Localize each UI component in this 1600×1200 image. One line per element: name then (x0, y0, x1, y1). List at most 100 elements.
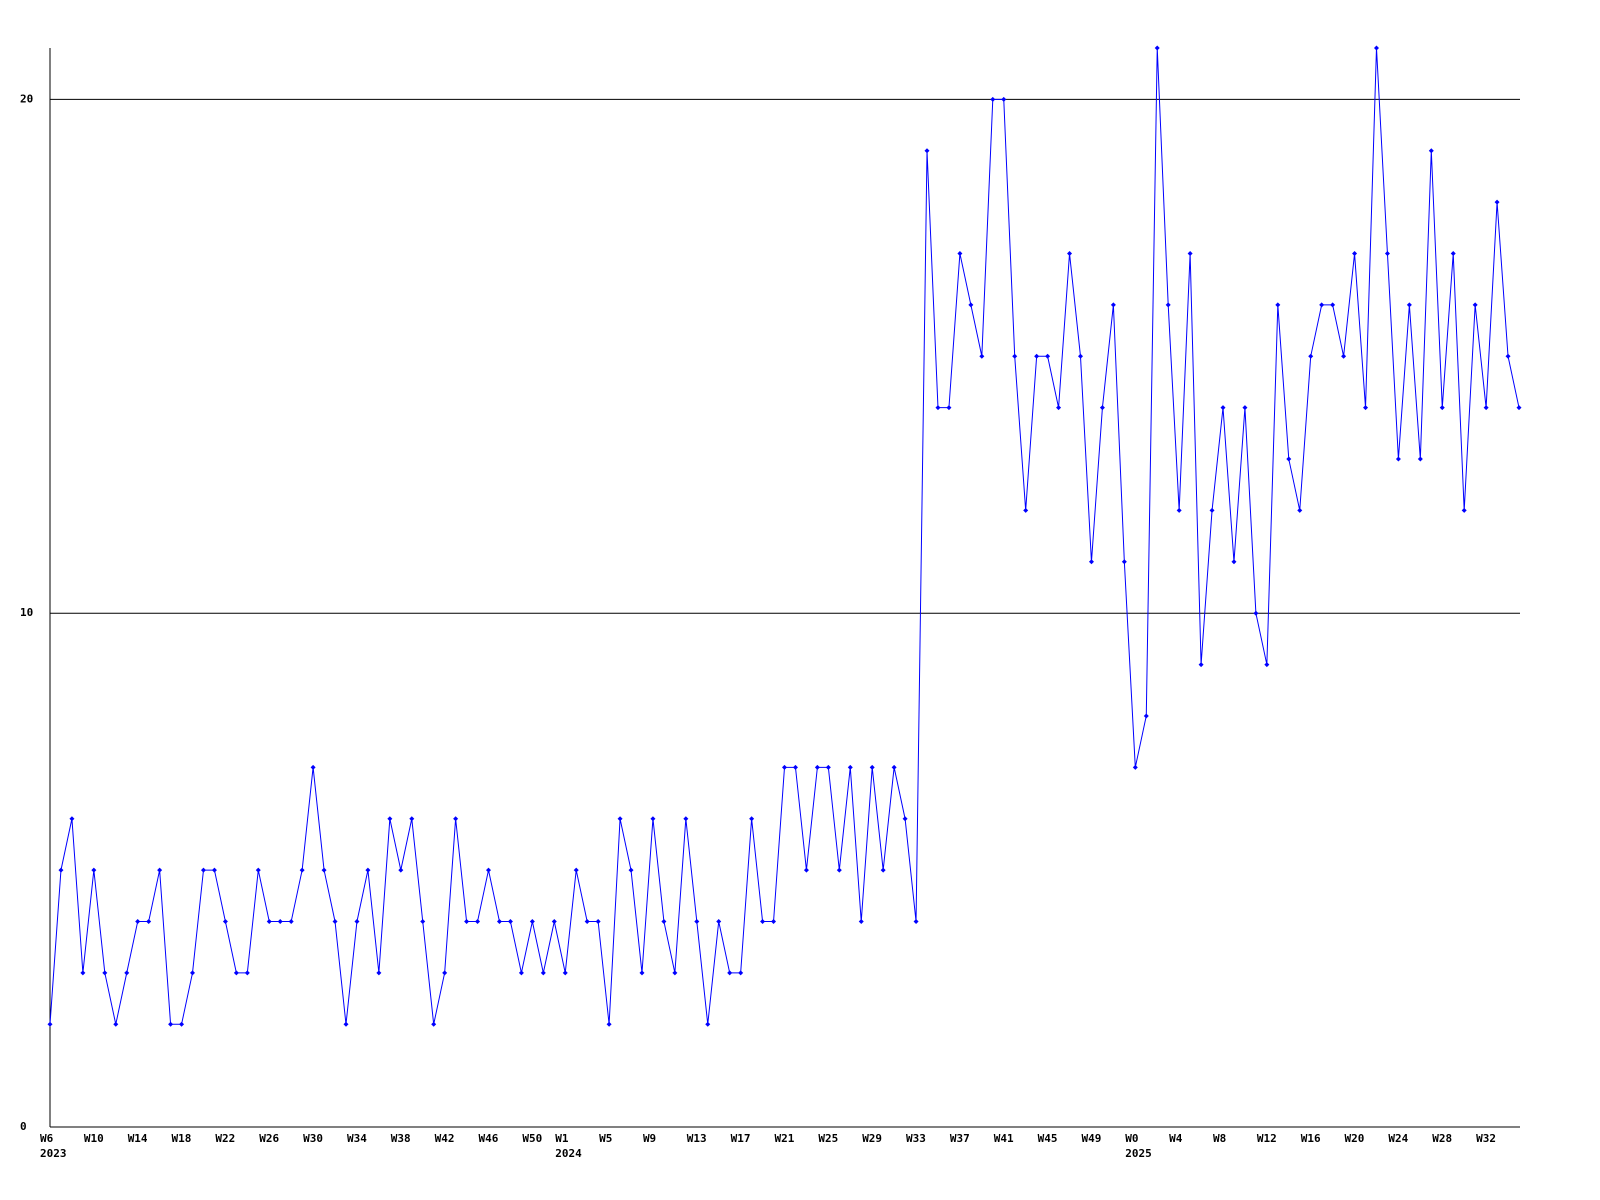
data-point (1352, 251, 1358, 257)
data-point (771, 918, 777, 924)
x-tick-label: W49 (1081, 1132, 1101, 1145)
data-point (639, 970, 645, 976)
x-tick-label: W50 (522, 1132, 542, 1145)
data-point (1406, 302, 1412, 308)
data-point (1439, 405, 1445, 411)
x-tick-label: W37 (950, 1132, 970, 1145)
data-point (211, 867, 217, 873)
data-point (420, 918, 426, 924)
x-tick-label: W26 (259, 1132, 279, 1145)
data-point (935, 405, 941, 411)
data-point (1176, 507, 1182, 513)
data-point (1373, 45, 1379, 51)
data-point (1494, 199, 1500, 205)
data-point (233, 970, 239, 976)
data-point (1450, 251, 1456, 257)
data-point (518, 970, 524, 976)
data-point (1034, 353, 1040, 359)
data-point (442, 970, 448, 976)
data-point (486, 867, 492, 873)
data-point (464, 918, 470, 924)
data-point (190, 970, 196, 976)
data-point (814, 764, 820, 770)
x-tick-label: W41 (994, 1132, 1014, 1145)
x-tick-label: W8 (1213, 1132, 1226, 1145)
data-point (146, 918, 152, 924)
x-tick-label: W24 (1388, 1132, 1408, 1145)
x-tick-label: W5 (599, 1132, 612, 1145)
data-point (222, 918, 228, 924)
data-point (1056, 405, 1062, 411)
data-point (376, 970, 382, 976)
data-point (825, 764, 831, 770)
data-point (1341, 353, 1347, 359)
x-tick-label: W18 (172, 1132, 192, 1145)
x-tick-label: W22 (215, 1132, 235, 1145)
data-point (1121, 559, 1127, 565)
data-point (617, 816, 623, 822)
data-point (1220, 405, 1226, 411)
data-point (672, 970, 678, 976)
data-point (1110, 302, 1116, 308)
data-point (650, 816, 656, 822)
x-tick-label: W30 (303, 1132, 323, 1145)
data-point (1143, 713, 1149, 719)
data-point (288, 918, 294, 924)
x-tick-label: W34 (347, 1132, 367, 1145)
data-point (628, 867, 634, 873)
data-point (398, 867, 404, 873)
data-point (540, 970, 546, 976)
data-point (1461, 507, 1467, 513)
x-tick-label: W20 (1345, 1132, 1365, 1145)
data-point (1330, 302, 1336, 308)
data-point (529, 918, 535, 924)
data-point (1242, 405, 1248, 411)
series-line (49, 47, 1520, 1025)
data-point (157, 867, 163, 873)
data-point (255, 867, 261, 873)
data-point (1319, 302, 1325, 308)
data-point (1077, 353, 1083, 359)
data-point (343, 1021, 349, 1027)
data-point (453, 816, 459, 822)
x-tick-label: W6 (40, 1132, 54, 1145)
data-point (113, 1021, 119, 1027)
data-point (551, 918, 557, 924)
data-point (365, 867, 371, 873)
data-point (91, 867, 97, 873)
data-point (946, 405, 952, 411)
data-point (858, 918, 864, 924)
data-point (716, 918, 722, 924)
data-point (957, 251, 963, 257)
x-tick-label: W28 (1432, 1132, 1452, 1145)
data-point (179, 1021, 185, 1027)
data-point (1505, 353, 1511, 359)
data-point (200, 867, 206, 873)
y-tick-label: 0 (20, 1120, 27, 1133)
data-point (69, 816, 75, 822)
data-point (1297, 507, 1303, 513)
data-point (1132, 764, 1138, 770)
x-tick-label: W10 (84, 1132, 104, 1145)
x-tick-label: W21 (775, 1132, 795, 1145)
data-point (1417, 456, 1423, 462)
data-point (661, 918, 667, 924)
x-tick-label: W33 (906, 1132, 926, 1145)
data-point (102, 970, 108, 976)
data-point (847, 764, 853, 770)
data-point (705, 1021, 711, 1027)
data-point (47, 1021, 53, 1027)
data-point (1012, 353, 1018, 359)
data-point (80, 970, 86, 976)
data-point (683, 816, 689, 822)
data-point (1088, 559, 1094, 565)
x-tick-label: W46 (479, 1132, 499, 1145)
data-point (562, 970, 568, 976)
x-tick-label: W42 (435, 1132, 455, 1145)
data-point (749, 816, 755, 822)
y-tick-label: 10 (20, 606, 33, 619)
data-point (277, 918, 283, 924)
data-point (321, 867, 327, 873)
data-point (244, 970, 250, 976)
